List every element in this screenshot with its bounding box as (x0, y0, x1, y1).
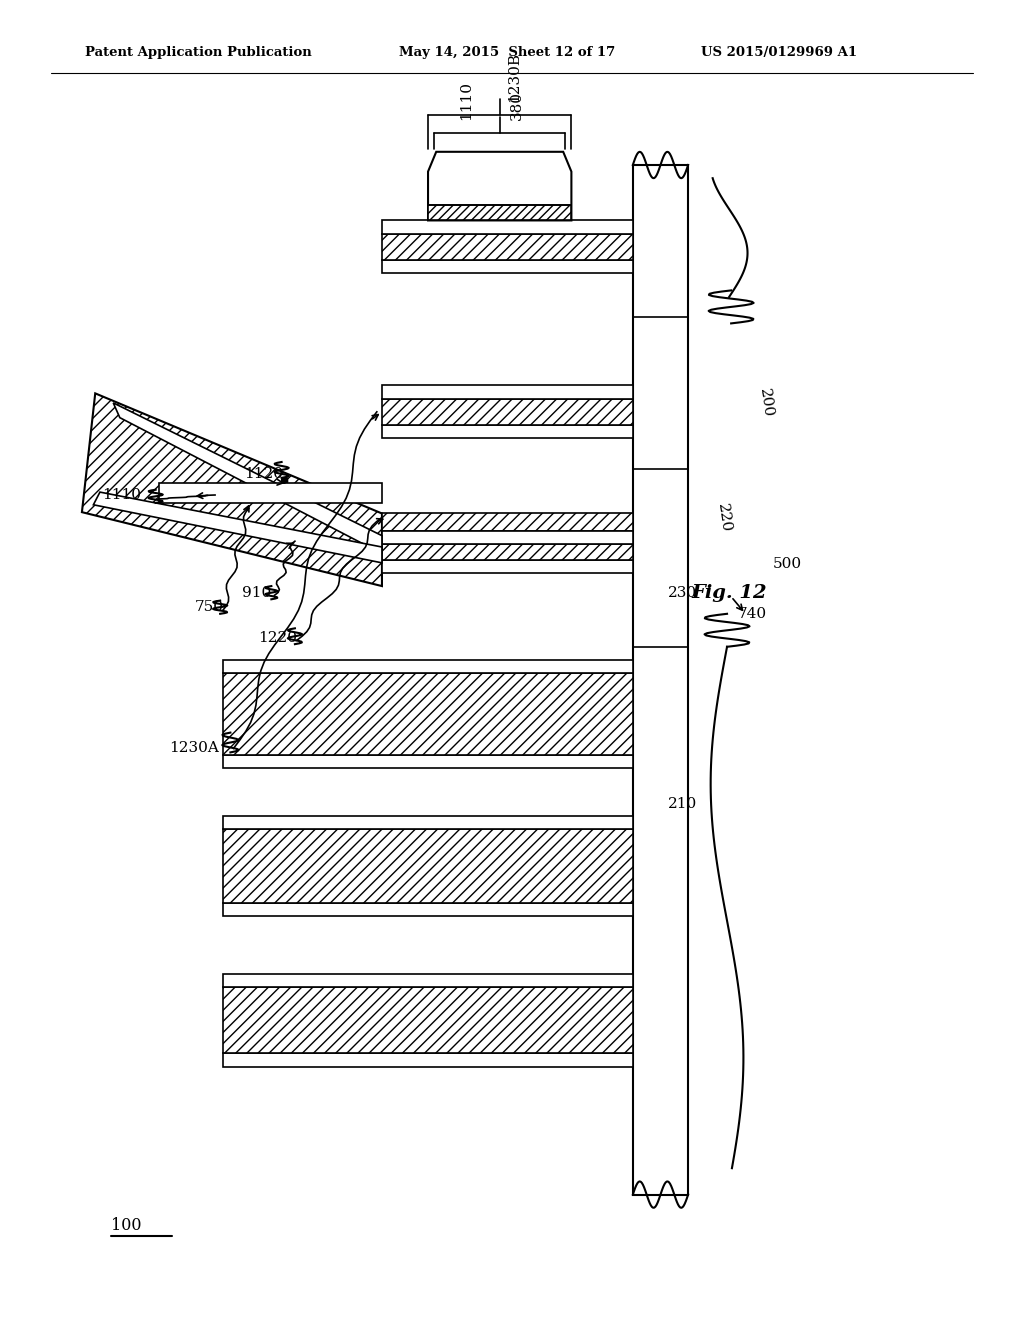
Text: 100: 100 (111, 1217, 141, 1234)
Bar (159, 483, 382, 503)
Bar (223, 903, 633, 916)
Bar (223, 755, 633, 768)
Text: Patent Application Publication: Patent Application Publication (85, 46, 311, 59)
Bar (382, 234, 633, 260)
Polygon shape (93, 492, 382, 562)
Bar (223, 673, 633, 755)
Bar (382, 220, 633, 234)
Bar (223, 816, 633, 829)
Text: 1110: 1110 (102, 488, 141, 502)
Bar (382, 260, 633, 273)
Text: 200: 200 (757, 387, 775, 418)
Text: 380: 380 (510, 91, 524, 120)
Text: 230: 230 (668, 586, 696, 599)
Text: 1230B: 1230B (507, 51, 521, 102)
Bar (223, 660, 633, 673)
Text: 910: 910 (242, 586, 271, 599)
Polygon shape (428, 152, 571, 220)
Text: May 14, 2015  Sheet 12 of 17: May 14, 2015 Sheet 12 of 17 (399, 46, 615, 59)
Bar (633, 165, 688, 1195)
Text: 220: 220 (715, 502, 733, 533)
Bar (382, 513, 633, 531)
Text: 1110: 1110 (459, 82, 473, 120)
Bar (223, 974, 633, 987)
Polygon shape (114, 403, 382, 553)
Text: 1230A: 1230A (169, 742, 219, 755)
Bar (382, 544, 633, 560)
Polygon shape (82, 393, 382, 586)
Text: 740: 740 (737, 607, 766, 620)
Bar (382, 425, 633, 438)
Bar (382, 399, 633, 425)
Text: Fig. 12: Fig. 12 (691, 583, 767, 602)
Text: 500: 500 (773, 557, 802, 570)
Bar (223, 987, 633, 1053)
Bar (428, 205, 571, 220)
Bar (382, 385, 633, 399)
Bar (223, 1053, 633, 1067)
Text: 750: 750 (195, 601, 223, 614)
Bar (382, 560, 633, 573)
Bar (223, 829, 633, 903)
Bar (382, 531, 633, 544)
Text: 1120: 1120 (244, 467, 283, 480)
Text: 210: 210 (668, 797, 697, 810)
Text: US 2015/0129969 A1: US 2015/0129969 A1 (701, 46, 857, 59)
Text: 1220: 1220 (258, 631, 297, 644)
